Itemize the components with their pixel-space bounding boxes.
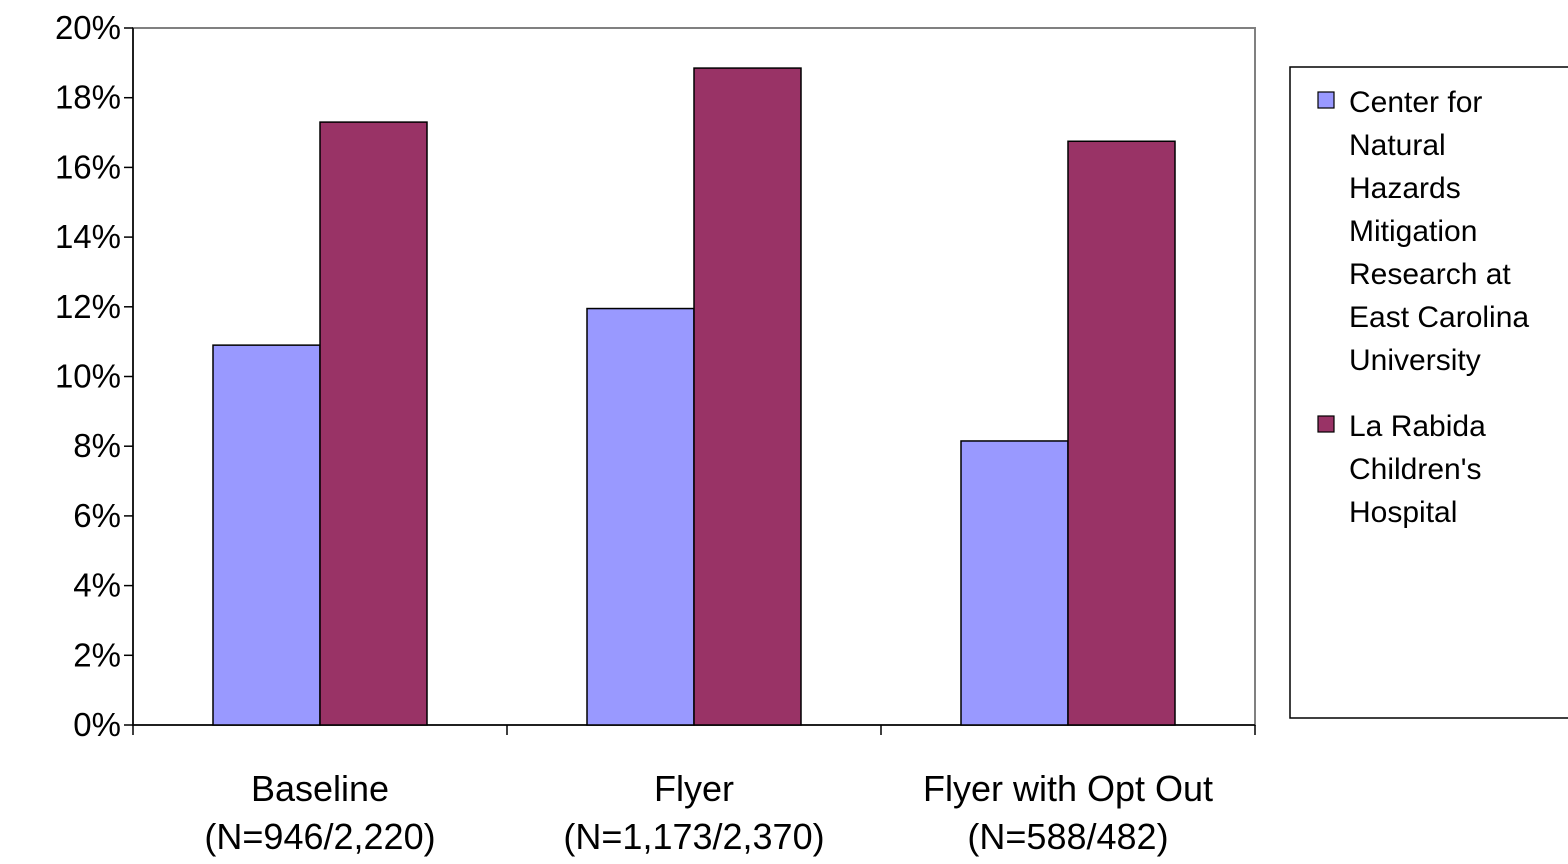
bar-series-1 bbox=[960, 440, 1069, 726]
x-category-sublabel: (N=588/482) bbox=[967, 816, 1168, 857]
legend-label: La Rabida bbox=[1349, 410, 1486, 443]
x-category-sublabel: (N=1,173/2,370) bbox=[563, 816, 824, 857]
bar-series-1 bbox=[212, 344, 321, 726]
legend-label: East Carolina bbox=[1349, 301, 1529, 334]
y-tick-label: 14% bbox=[55, 218, 121, 255]
y-tick-label: 8% bbox=[73, 427, 121, 464]
y-tick-label: 20% bbox=[55, 9, 121, 46]
legend-label: University bbox=[1349, 344, 1481, 377]
legend: Center for Natural Hazards Mitigation Resear… bbox=[1289, 66, 1568, 719]
y-tick-label: 18% bbox=[55, 79, 121, 116]
y-tick-label: 0% bbox=[73, 706, 121, 743]
x-axis: Baseline (N=946/2,220) Flyer (N=1,173/2,370… bbox=[132, 724, 1256, 857]
bar-series-2 bbox=[319, 121, 428, 726]
x-category-label: Flyer bbox=[654, 768, 734, 809]
y-tick-label: 12% bbox=[55, 288, 121, 325]
legend-swatch bbox=[1317, 91, 1335, 109]
y-tick-label: 6% bbox=[73, 497, 121, 534]
y-tick-label: 16% bbox=[55, 148, 121, 185]
bar-series-2 bbox=[693, 67, 802, 726]
x-category-sublabel: (N=946/2,220) bbox=[204, 816, 435, 857]
legend-label: Hospital bbox=[1349, 496, 1457, 529]
bars bbox=[212, 67, 1176, 726]
legend-label: Children's bbox=[1349, 453, 1481, 486]
x-category-label: Flyer with Opt Out bbox=[923, 768, 1213, 809]
x-category-label: Baseline bbox=[251, 768, 389, 809]
legend-label: Mitigation bbox=[1349, 215, 1477, 248]
y-axis: 0% 2% 4% 6% 8% 10% 12% 14% 16% 18% 20% bbox=[55, 9, 134, 743]
y-tick-label: 10% bbox=[55, 358, 121, 395]
legend-label: Center for bbox=[1349, 86, 1482, 119]
legend-label: Research at bbox=[1349, 258, 1511, 291]
bar-series-2 bbox=[1067, 140, 1176, 726]
bar-series-1 bbox=[586, 307, 695, 726]
legend-label: Hazards bbox=[1349, 172, 1461, 205]
legend-label: Natural bbox=[1349, 129, 1446, 162]
legend-swatch bbox=[1317, 415, 1335, 433]
y-tick-label: 4% bbox=[73, 567, 121, 604]
legend-box bbox=[1289, 66, 1568, 719]
y-tick-label: 2% bbox=[73, 636, 121, 673]
